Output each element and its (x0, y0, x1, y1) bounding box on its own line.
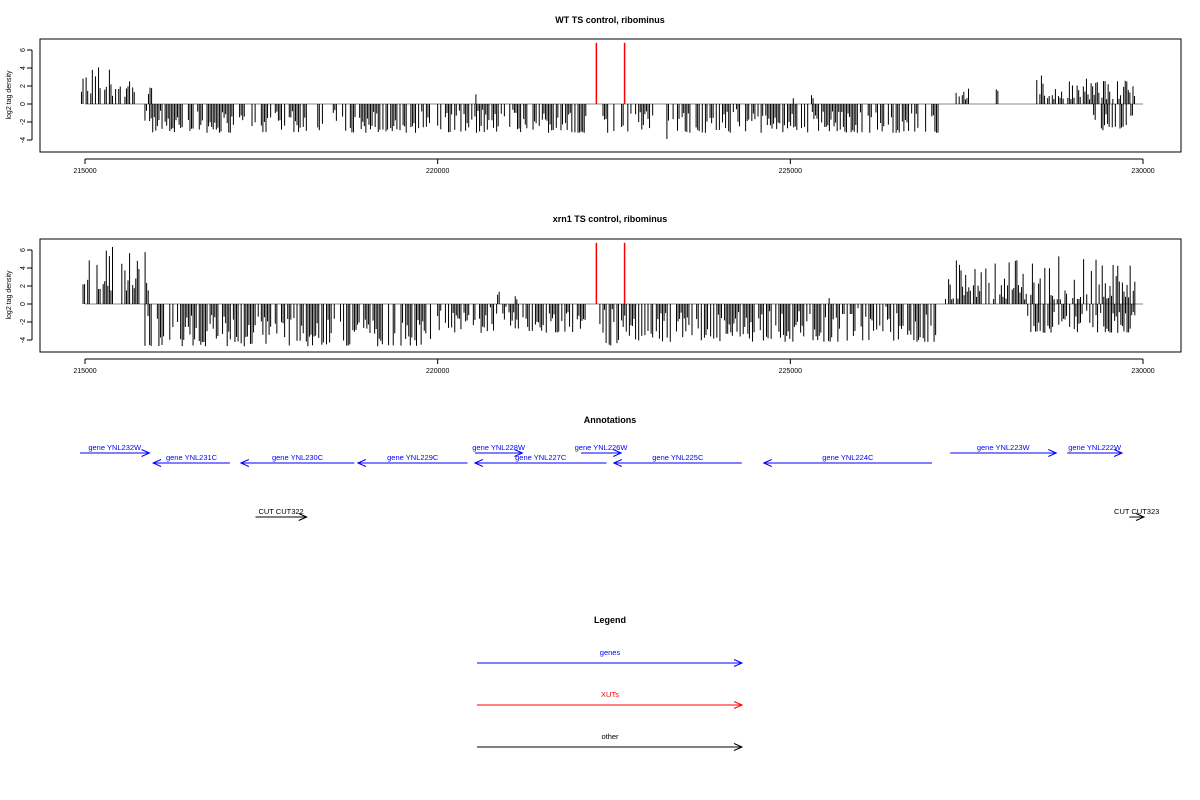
xrn1-x-tick-label: 220000 (426, 368, 449, 375)
gene-arrow-arrowhead (1113, 449, 1124, 457)
xrn1-y-tick-label: 4 (20, 266, 27, 270)
wt-bars (80, 42, 1143, 139)
xrn1-y-tick-label: 6 (20, 248, 27, 252)
gene-label: gene YNL223W (977, 443, 1031, 452)
wt-x-tick-label: 225000 (779, 168, 802, 175)
wt-y-tick-label: 6 (20, 48, 27, 52)
gene-arrow-arrowhead (239, 459, 250, 467)
xrn1-x-tick-label: 225000 (779, 368, 802, 375)
wt-axes: 215000 220000 225000 230000 -4 -2 0 2 4 6 (20, 48, 1155, 175)
gene-label: gene YNL231C (166, 453, 218, 462)
annotation-features: gene YNL232W gene YNL231C gene YNL230C gene… (80, 443, 1159, 521)
cut-arrow-arrowhead (1135, 513, 1146, 521)
wt-y-tick-label: -4 (20, 137, 27, 143)
wt-panel: WT TS control, ribominus log2 tag densit… (6, 15, 1182, 175)
gene-arrow-arrowhead (762, 459, 772, 467)
gene-label: gene YNL225C (652, 453, 704, 462)
legend-label: XUTs (601, 690, 619, 699)
gene-label: gene YNL224C (822, 453, 874, 462)
wt-y-tick-label: 4 (20, 66, 27, 70)
wt-y-axis-label: log2 tag density (6, 70, 13, 120)
gene-arrow-arrowhead (514, 449, 524, 457)
cut-arrow-arrowhead (298, 513, 308, 521)
wt-x-tick-label: 230000 (1131, 168, 1154, 175)
xrn1-y-tick-label: 0 (20, 302, 27, 306)
wt-x-tick-label: 215000 (73, 168, 96, 175)
gene-label: gene YNL227C (515, 453, 567, 462)
xrn1-plot-frame (39, 238, 1182, 353)
legend-label: other (601, 732, 619, 741)
xrn1-y-tick-label: -4 (20, 337, 27, 343)
annotations-title: Annotations (584, 415, 637, 425)
gene-arrow-arrowhead (151, 459, 162, 467)
gene-label: gene YNL222W (1068, 443, 1122, 452)
gene-arrow-arrowhead (141, 449, 151, 457)
gene-label: gene YNL232W (88, 443, 142, 452)
wt-y-tick-label: 2 (20, 84, 27, 88)
wt-panel-title: WT TS control, ribominus (555, 15, 665, 25)
gene-arrow-arrowhead (473, 459, 484, 467)
wt-x-tick-label: 220000 (426, 168, 449, 175)
legend-label: genes (600, 648, 621, 657)
wt-y-tick-label: -2 (20, 119, 27, 125)
gene-arrow-arrowhead (356, 459, 367, 467)
gene-arrow-arrowhead (612, 459, 623, 467)
xrn1-y-tick-label: -2 (20, 319, 27, 325)
gene-arrow-arrowhead (612, 449, 623, 457)
legend-title: Legend (594, 615, 626, 625)
xrn1-x-tick-label: 230000 (1131, 368, 1154, 375)
legend-items: genes XUTs other (477, 648, 744, 751)
wt-plot-frame (39, 38, 1182, 153)
xrn1-y-axis-label: log2 tag density (6, 270, 13, 320)
gene-label: gene YNL230C (272, 453, 324, 462)
legend-arrow-arrowhead (733, 659, 744, 667)
cut-label: CUT CUT322 (258, 507, 303, 516)
cut-label: CUT CUT323 (1114, 507, 1159, 516)
xrn1-bars (82, 242, 1143, 347)
legend-arrow-arrowhead (733, 701, 744, 709)
wt-y-tick-label: 0 (20, 102, 27, 106)
xrn1-x-tick-label: 215000 (73, 368, 96, 375)
gene-label: gene YNL228W (472, 443, 526, 452)
gene-label: gene YNL229C (387, 453, 439, 462)
legend: Legend genes XUTs other (477, 615, 744, 751)
legend-arrow-arrowhead (733, 743, 744, 751)
xrn1-panel: xrn1 TS control, ribominus log2 tag dens… (6, 214, 1182, 375)
xrn1-y-tick-label: 2 (20, 284, 27, 288)
gene-label: gene YNL226W (575, 443, 629, 452)
gene-arrow-arrowhead (1048, 449, 1058, 457)
xrn1-axes: 215000 220000 225000 230000 -4 -2 0 2 4 6 (20, 248, 1155, 375)
xrn1-panel-title: xrn1 TS control, ribominus (553, 214, 668, 224)
